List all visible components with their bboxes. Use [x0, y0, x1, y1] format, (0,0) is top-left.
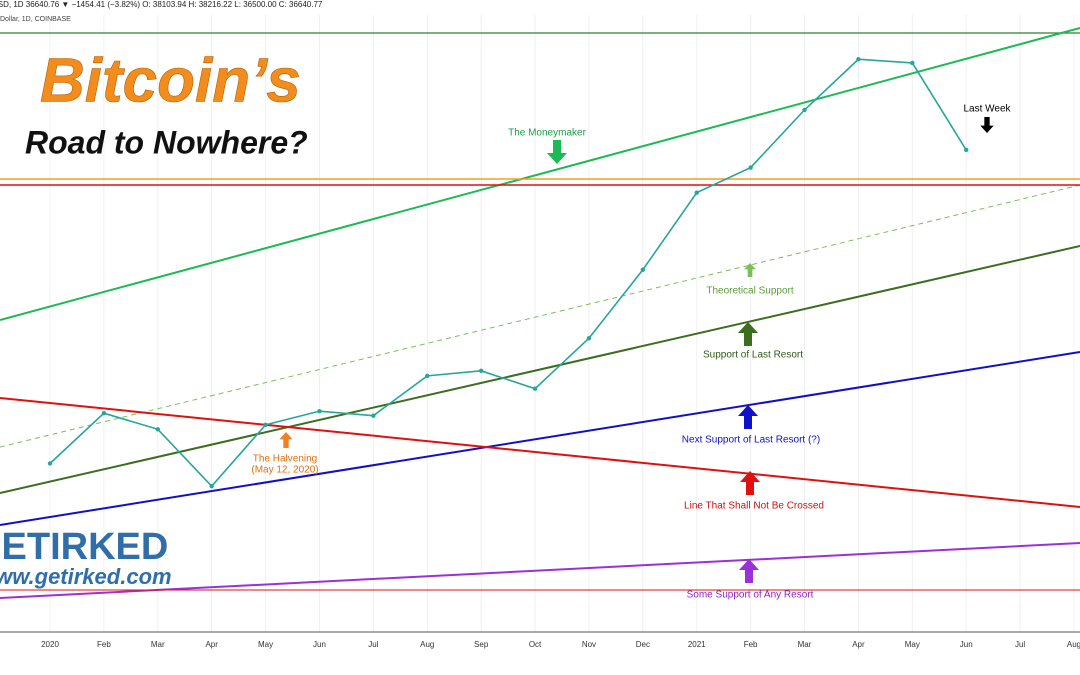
- annotation: Next Support of Last Resort (?): [682, 435, 820, 446]
- not-crossed-line: [0, 397, 1080, 508]
- price-point: [856, 57, 861, 62]
- subtitle: Road to Nowhere?: [25, 124, 308, 160]
- next-resort-line: [0, 351, 1080, 526]
- x-tick-label: Mar: [798, 640, 812, 649]
- x-tick-label: Jun: [313, 640, 326, 649]
- price-point: [209, 483, 214, 489]
- subheader: Dollar, 1D, COINBASE: [0, 16, 71, 23]
- price-point: [586, 336, 592, 341]
- price-point: [748, 165, 753, 170]
- title: Bitcoin’s: [40, 46, 301, 115]
- series-group: [47, 57, 969, 489]
- price-point: [910, 60, 915, 66]
- annotation: Line That Shall Not Be Crossed: [684, 501, 824, 512]
- x-tick-label: Sep: [474, 640, 489, 649]
- x-tick-label: Apr: [852, 640, 865, 649]
- x-tick-label: 2021: [688, 640, 706, 649]
- x-tick-label: Aug: [420, 640, 434, 649]
- price-point: [155, 427, 160, 432]
- price-point: [802, 107, 807, 113]
- website: www.getirked.com: [0, 564, 172, 589]
- price-point: [640, 267, 646, 272]
- x-tick-label: Nov: [582, 640, 596, 649]
- x-tick-label: May: [905, 640, 920, 649]
- annotation: Last Week: [963, 104, 1011, 115]
- price-point: [47, 461, 53, 466]
- x-tick-label: Jun: [960, 640, 973, 649]
- price-point: [371, 413, 376, 418]
- x-tick-label: Feb: [744, 640, 758, 649]
- annotation: Support of Last Resort: [703, 350, 803, 361]
- price-point: [964, 147, 969, 153]
- x-tick-label: May: [258, 640, 273, 649]
- price-point: [694, 190, 699, 195]
- x-tick-label: Feb: [97, 640, 111, 649]
- grid: [49, 15, 1075, 632]
- price-line: [49, 58, 967, 488]
- price-point: [532, 386, 538, 391]
- header: USD, 1D 36640.76 ▼ −1454.41 (−3.82%) O: …: [0, 0, 323, 9]
- x-tick-label: Jul: [1015, 640, 1025, 649]
- annotation: The Moneymaker: [508, 128, 586, 139]
- price-point: [101, 410, 107, 416]
- x-tick-label: 2020: [41, 640, 59, 649]
- annotation: Theoretical Support: [706, 286, 793, 297]
- moneymaker-line: [0, 27, 1080, 321]
- price-point: [317, 408, 322, 414]
- x-tick-label: Aug: [1067, 640, 1080, 649]
- x-tick-label: Dec: [636, 640, 650, 649]
- x-tick-label: Mar: [151, 640, 165, 649]
- x-tick-label: Apr: [205, 640, 218, 649]
- x-axis-labels: 2020 Feb Mar Apr May Jun Jul Aug Sep Oct Nov Dec 202…: [41, 640, 1080, 649]
- price-point: [478, 368, 484, 374]
- price-point: [263, 422, 268, 428]
- annotation: (May 12, 2020): [251, 465, 318, 476]
- x-tick-label: Jul: [368, 640, 378, 649]
- annotation: The Halvening: [253, 454, 317, 465]
- x-tick-label: Oct: [529, 640, 542, 649]
- annotation: Some Support of Any Resort: [687, 590, 814, 601]
- logo: GETIRKED: [0, 526, 168, 568]
- price-point: [425, 373, 430, 379]
- any-resort-line: [0, 542, 1080, 599]
